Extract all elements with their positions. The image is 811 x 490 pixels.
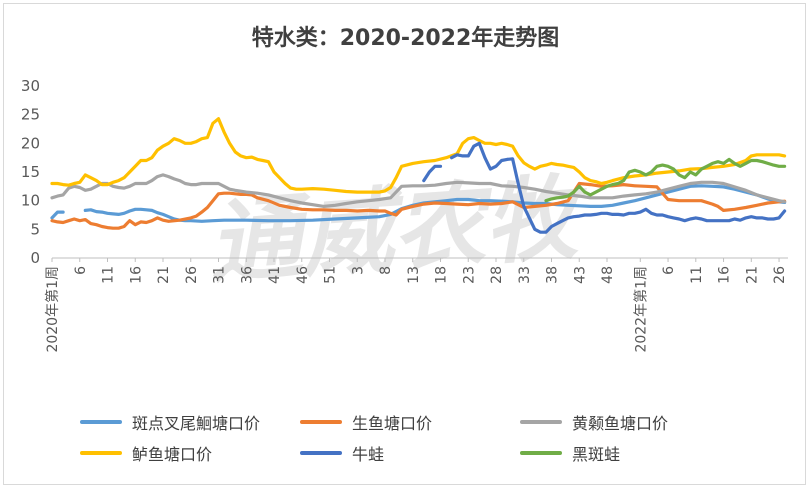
x-tick-label: 23: [461, 266, 477, 284]
x-tick-label: 16: [128, 266, 144, 284]
legend-label: 黑斑蛙: [572, 445, 621, 464]
legend-label: 黄颡鱼塘口价: [572, 414, 669, 433]
x-tick-label: 3: [350, 266, 366, 275]
y-tick-label: 15: [21, 163, 40, 181]
chart-title: 特水类：2020-2022年走势图: [251, 26, 560, 51]
x-tick-label: 48: [600, 266, 616, 284]
y-tick-label: 20: [21, 134, 40, 152]
x-tick-label: 46: [295, 266, 311, 284]
x-tick-label: 6: [73, 266, 89, 275]
x-tick-label: 11: [689, 266, 705, 284]
legend-swatch: [520, 420, 562, 424]
y-tick-label: 0: [30, 249, 40, 267]
legend-item: 黑斑蛙: [520, 441, 620, 465]
x-tick-label: 16: [717, 266, 733, 284]
y-tick-label: 5: [30, 220, 40, 238]
x-tick-label: 31: [212, 266, 228, 284]
x-tick-label: 21: [156, 266, 172, 284]
x-tick-label: 13: [406, 266, 422, 284]
x-tick-label: 38: [545, 266, 561, 284]
y-tick-label: 10: [21, 192, 40, 210]
x-tick-label: 26: [184, 266, 200, 284]
y-tick-label: 30: [21, 77, 40, 95]
x-tick-label: 21: [744, 266, 760, 284]
legend-item: 斑点叉尾鮰塘口价: [80, 410, 260, 434]
series-line-4: [422, 141, 787, 234]
legend-label: 鲈鱼塘口价: [132, 445, 213, 464]
legend-label: 生鱼塘口价: [352, 414, 433, 433]
series-line-3: [50, 117, 787, 194]
series-lines: [50, 117, 787, 234]
x-tick-label: 36: [239, 266, 255, 284]
legend-item: 生鱼塘口价: [300, 410, 432, 434]
legend-item: 牛蛙: [300, 441, 384, 465]
legend-swatch: [300, 420, 342, 424]
x-tick-label: 11: [101, 266, 117, 284]
x-tick-label: 26: [772, 266, 788, 284]
x-tick-label: 2020年第1周: [44, 266, 61, 353]
legend-label: 斑点叉尾鮰塘口价: [132, 414, 261, 433]
legend-item: 鲈鱼塘口价: [80, 441, 212, 465]
series-line-2: [50, 173, 787, 208]
x-tick-label: 6: [661, 266, 677, 275]
legend-label: 牛蛙: [352, 445, 385, 464]
legend-swatch: [80, 420, 122, 424]
series-line-5: [544, 157, 787, 203]
x-tick-label: 51: [323, 266, 339, 284]
legend-item: 黄颡鱼塘口价: [520, 410, 668, 434]
x-tick-label: 41: [267, 266, 283, 284]
legend-swatch: [300, 451, 342, 455]
x-tick-label: 33: [517, 266, 533, 284]
watermark-text: 通威农牧: [206, 163, 594, 296]
chart-frame: [3, 3, 806, 485]
x-tick-label: 18: [434, 266, 450, 284]
y-tick-label: 25: [21, 106, 40, 124]
series-line-1: [50, 181, 787, 230]
legend-swatch: [80, 451, 122, 455]
legend-swatch: [520, 451, 562, 455]
x-tick-label: 8: [378, 266, 394, 275]
x-tick-label: 43: [572, 266, 588, 284]
x-tick-label: 2022年第1周: [632, 266, 649, 353]
x-tick-label: 28: [489, 266, 505, 284]
